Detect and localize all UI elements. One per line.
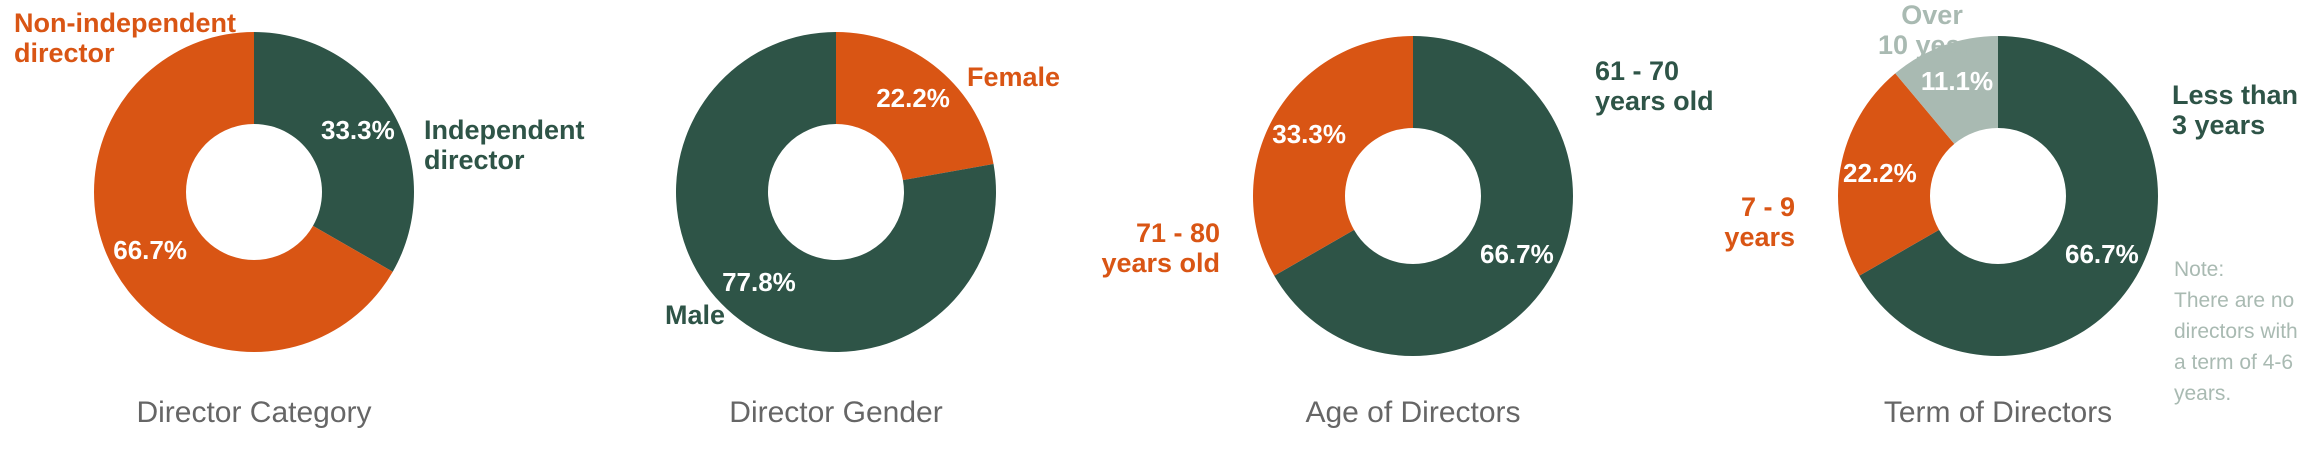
pie-slice <box>836 32 994 181</box>
value-label: 33.3% <box>321 115 395 145</box>
category-label: Independent director <box>424 115 585 175</box>
value-label: 22.2% <box>876 83 950 113</box>
note: Note: There are no directors with a term … <box>2174 254 2314 409</box>
chart-title: Director Category <box>136 396 371 429</box>
category-label: 61 - 70 years old <box>1595 56 1714 116</box>
category-label: Over 10 years <box>1878 0 1987 60</box>
category-label: Female <box>967 62 1061 92</box>
chart-title: Director Gender <box>729 396 942 429</box>
pie-slice <box>1252 36 1413 276</box>
category-label: 71 - 80 years old <box>1101 218 1220 278</box>
category-label: Non-independent director <box>14 8 236 68</box>
pie-slice <box>1859 36 2158 356</box>
pie-slice <box>94 32 393 352</box>
note-text: There are no directors with a term of 4-… <box>2174 289 2298 405</box>
value-label: 33.3% <box>1272 119 1346 149</box>
chart-title: Term of Directors <box>1884 396 2112 429</box>
pie-slice <box>676 32 996 353</box>
value-label: 11.1% <box>1921 66 1993 96</box>
chart-title: Age of Directors <box>1305 396 1520 429</box>
category-label: 7 - 9 years <box>1724 192 1795 252</box>
value-label: 22.2% <box>1843 158 1917 188</box>
value-label: 66.7% <box>2065 239 2139 269</box>
pie-slice <box>1895 36 1998 144</box>
category-label: Less than 3 years <box>2172 80 2299 140</box>
value-label: 77.8% <box>722 267 796 297</box>
note-text: Note: <box>2174 258 2225 281</box>
pie-slice <box>1274 36 1574 356</box>
value-label: 66.7% <box>113 235 187 265</box>
category-label: Male <box>665 300 726 330</box>
pie-slice <box>1838 73 1955 276</box>
value-label: 66.7% <box>1480 239 1554 269</box>
pie-slice <box>254 32 415 272</box>
